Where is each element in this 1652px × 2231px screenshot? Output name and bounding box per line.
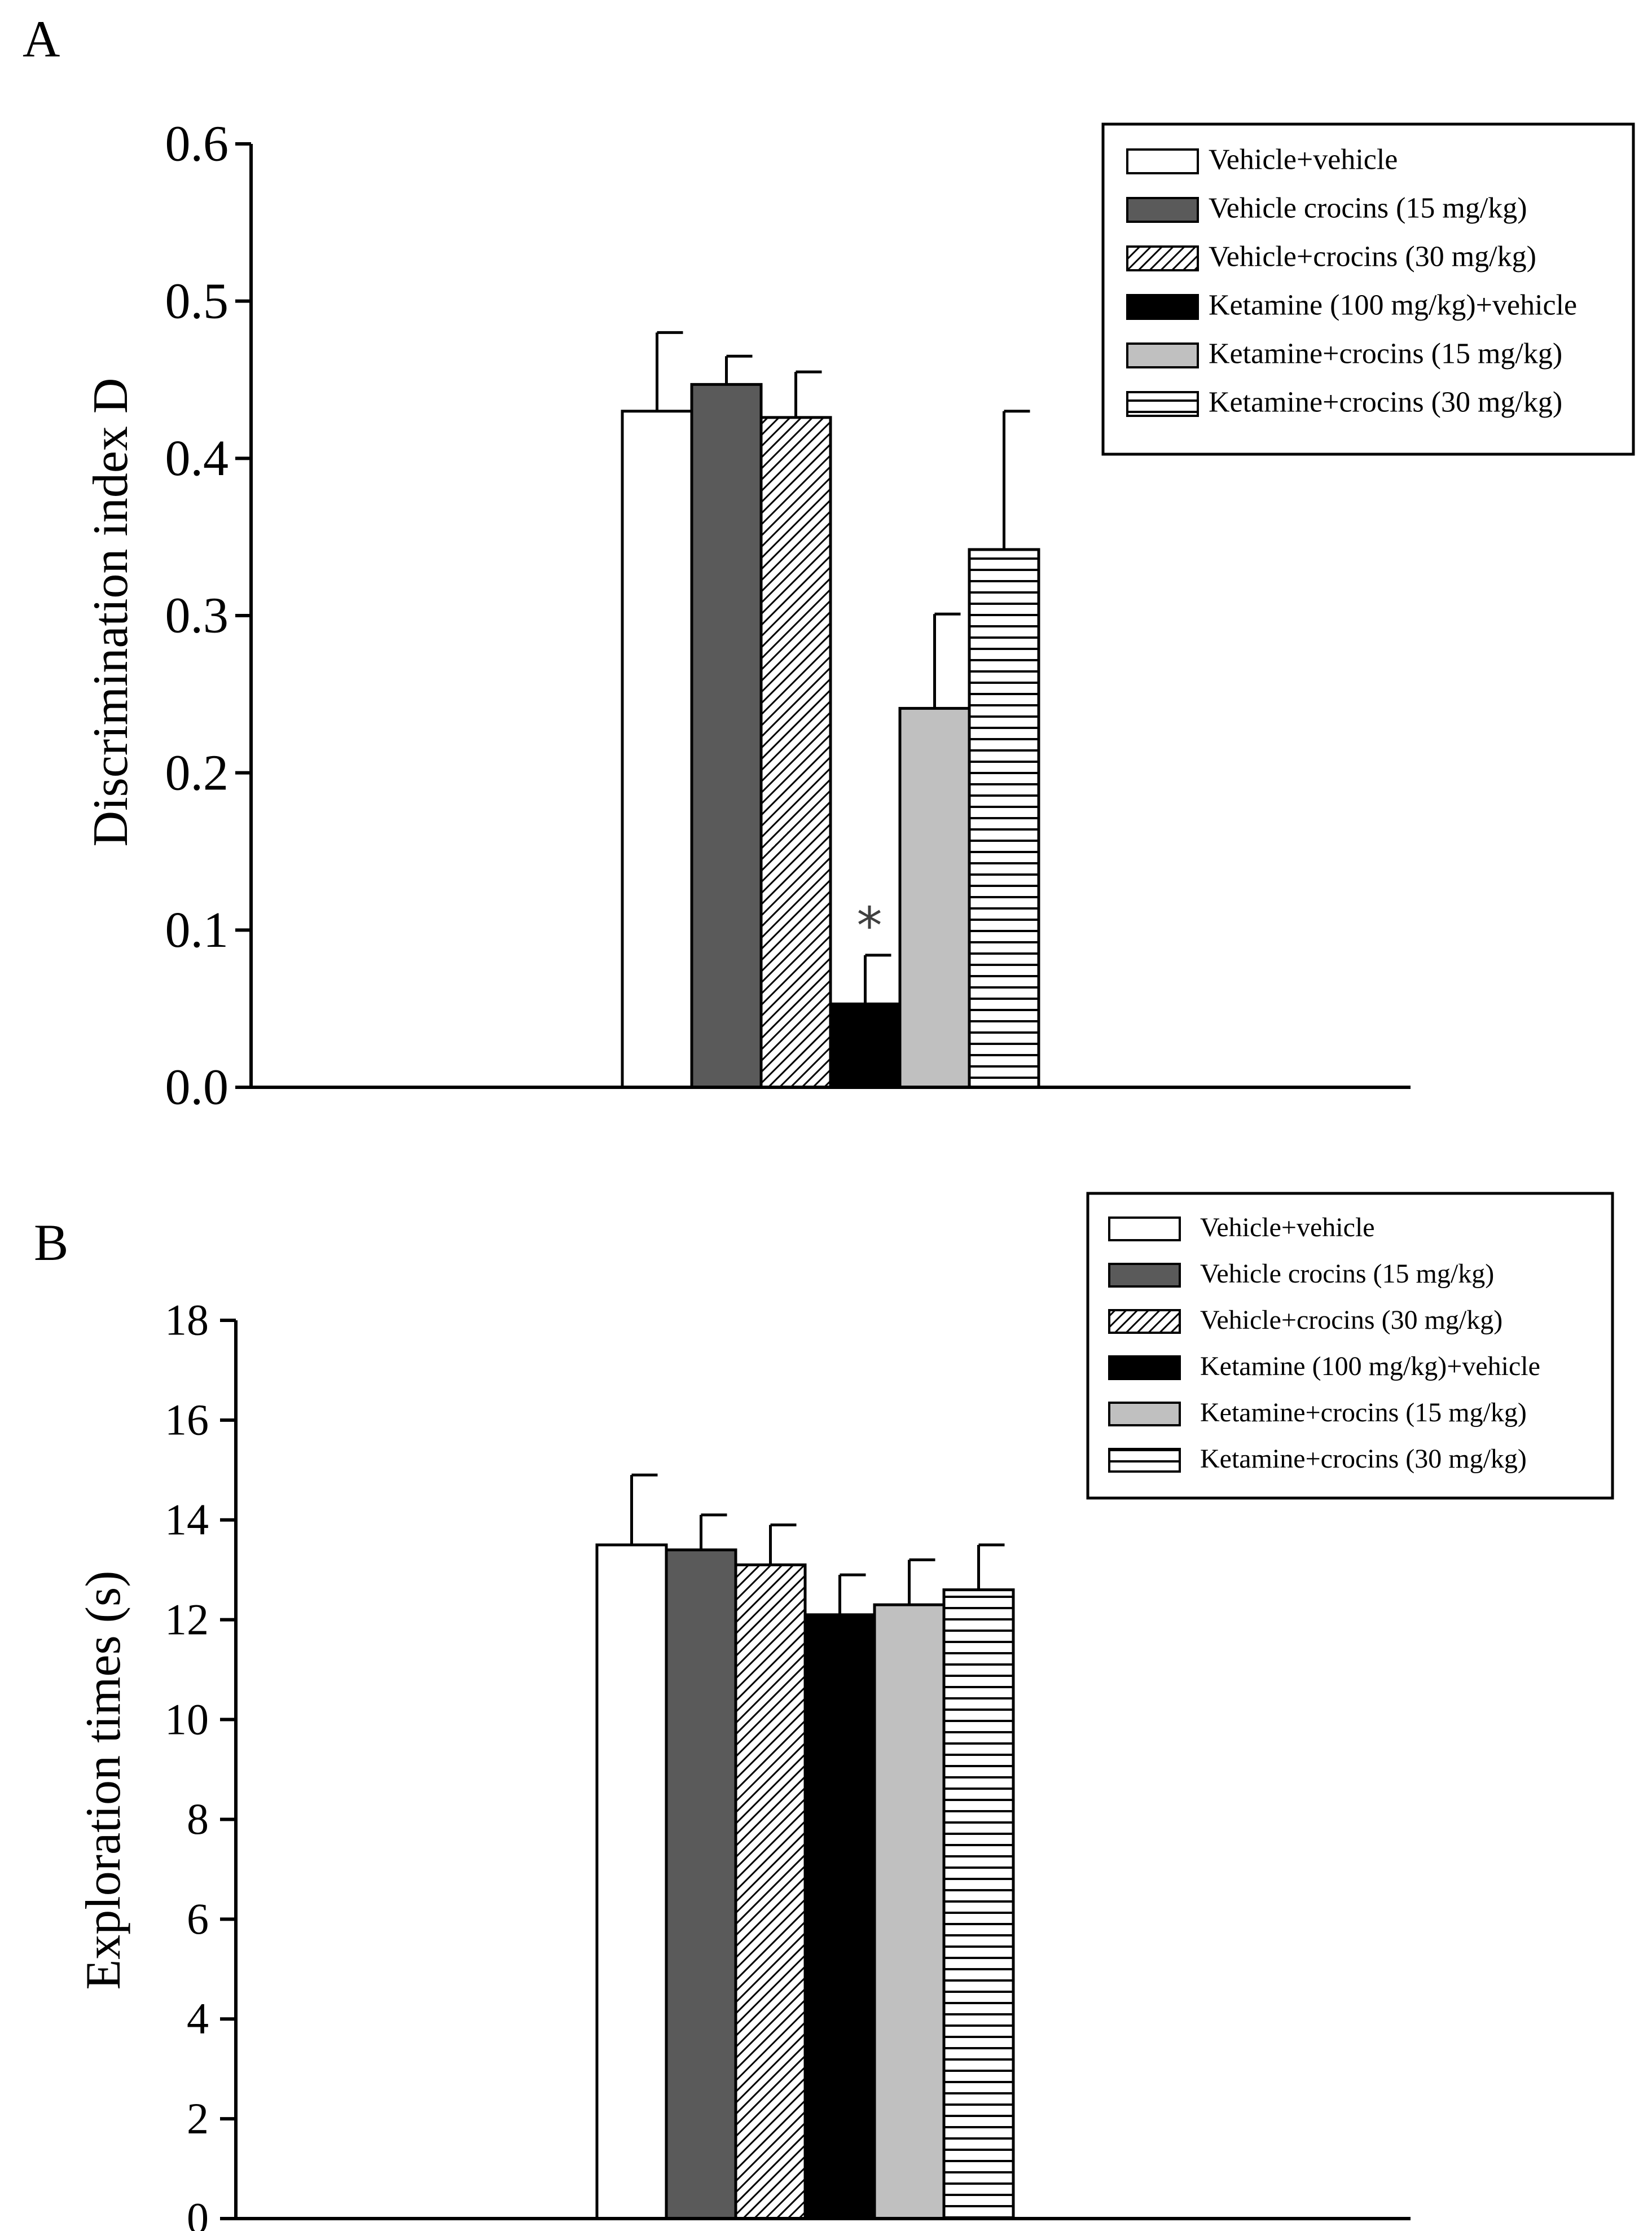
legend-swatch-3: [1108, 1309, 1181, 1334]
legend-label-6: Ketamine+crocins (30 mg/kg): [1200, 1444, 1527, 1474]
legend-label-6: Ketamine+crocins (30 mg/kg): [1209, 386, 1562, 418]
legend-label-1: Vehicle+vehicle: [1200, 1213, 1375, 1242]
legend-label-2: Vehicle crocins (15 mg/kg): [1209, 192, 1527, 224]
bar-6: [942, 1588, 1015, 2220]
bar-3: [759, 416, 832, 1089]
legend-label-2: Vehicle crocins (15 mg/kg): [1200, 1259, 1494, 1289]
panel-b: B Exploration times (s) 024681012141618 …: [34, 1192, 1614, 2231]
panel-b-bars: [595, 1473, 1015, 2220]
bar-5: [898, 706, 971, 1089]
y-tick-label: 6: [187, 1894, 209, 1943]
legend-swatch-2: [1126, 197, 1199, 223]
bar-1: [595, 1543, 668, 2220]
bar-5: [873, 1603, 946, 2220]
y-tick-label: 0.1: [165, 902, 229, 958]
legend-label-1: Vehicle+vehicle: [1209, 143, 1398, 175]
legend-swatch-6: [1126, 391, 1199, 417]
bar-1: [621, 410, 693, 1089]
y-tick-label: 4: [187, 1994, 209, 2043]
y-tick-label: 0: [187, 2194, 209, 2231]
panel-b-y-ticks: 0 2 4 6 8 10 12 14 16 18: [165, 1295, 236, 2231]
y-tick-label: 0.2: [165, 745, 229, 801]
legend-swatch-4: [1126, 294, 1199, 320]
y-tick-label: 10: [165, 1694, 209, 1743]
y-tick-label: 0.6: [165, 116, 229, 172]
bar-4: [803, 1613, 876, 2220]
panel-a-legend: Vehicle+vehicle Vehicle crocins (15 mg/kg…: [1101, 122, 1635, 456]
panel-b-legend-box: [1086, 1192, 1614, 1500]
legend-label-3: Vehicle+crocins (30 mg/kg): [1209, 240, 1536, 273]
legend-label-5: Ketamine+crocins (15 mg/kg): [1209, 337, 1562, 370]
legend-swatch-1: [1126, 148, 1199, 174]
panel-a-bars: [621, 331, 1040, 1089]
y-tick-label: 16: [165, 1395, 209, 1444]
significance-asterisk: *: [857, 897, 882, 956]
y-tick-label: 0.0: [165, 1060, 229, 1116]
y-tick-label: 0.3: [165, 588, 229, 644]
legend-swatch-5: [1108, 1402, 1181, 1426]
legend-swatch-5: [1126, 342, 1199, 368]
panel-b-legend: Vehicle+vehicle Vehicle crocins (15 mg/kg…: [1086, 1192, 1614, 1500]
bar-2: [690, 383, 763, 1089]
legend-label-4: Ketamine (100 mg/kg)+vehicle: [1200, 1351, 1540, 1381]
panel-a-label: A: [23, 10, 60, 68]
panel-b-label: B: [34, 1214, 68, 1271]
legend-label-3: Vehicle+crocins (30 mg/kg): [1200, 1305, 1502, 1335]
y-tick-label: 8: [187, 1794, 209, 1843]
legend-swatch-1: [1108, 1216, 1181, 1241]
legend-swatch-6: [1108, 1448, 1181, 1473]
bar-6: [968, 548, 1040, 1089]
y-tick-label: 12: [165, 1595, 209, 1644]
legend-label-5: Ketamine+crocins (15 mg/kg): [1200, 1398, 1527, 1428]
panel-a: A Discrimination index D 0.0 0.1 0.2 0.3 0.4…: [23, 10, 1635, 1116]
y-tick-label: 18: [165, 1295, 209, 1345]
legend-swatch-2: [1108, 1263, 1181, 1288]
legend-label-4: Ketamine (100 mg/kg)+vehicle: [1209, 289, 1577, 321]
y-tick-label: 0.4: [165, 431, 229, 486]
legend-swatch-4: [1108, 1355, 1181, 1380]
y-tick-label: 14: [165, 1495, 209, 1544]
panel-b-ylabel: Exploration times (s): [76, 1571, 131, 1990]
y-tick-label: 2: [187, 2094, 209, 2143]
bar-4: [829, 1002, 902, 1089]
bar-2: [665, 1548, 737, 2220]
y-tick-label: 0.5: [165, 273, 229, 329]
panel-a-ylabel: Discrimination index D: [84, 378, 138, 847]
legend-swatch-3: [1126, 245, 1199, 271]
panel-a-y-ticks: 0.0 0.1 0.2 0.3 0.4 0.5 0.6: [165, 116, 251, 1116]
bar-3: [734, 1563, 807, 2220]
